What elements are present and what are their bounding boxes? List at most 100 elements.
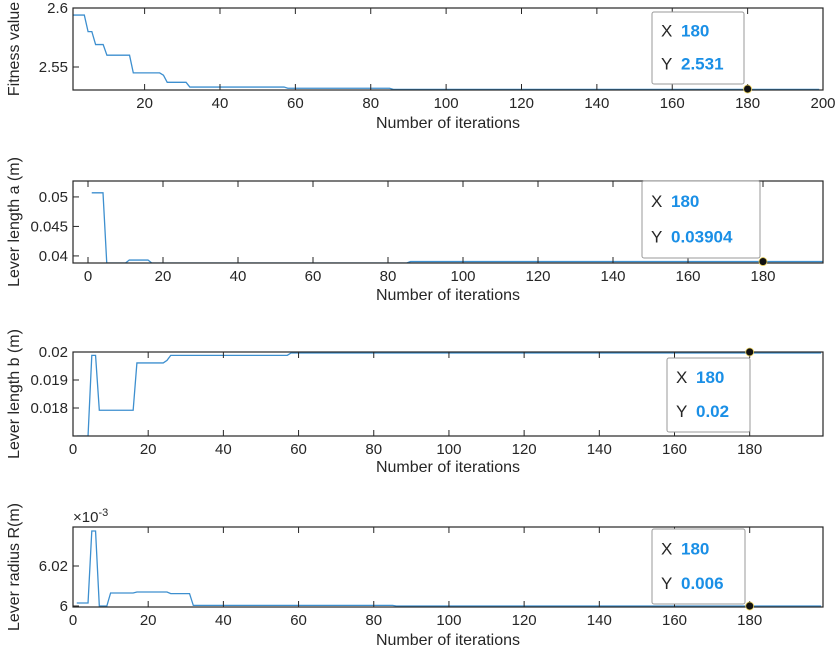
y-tick-label: 2.55 <box>39 59 68 76</box>
axes-box <box>72 351 824 437</box>
x-axis-label: Number of iterations <box>376 632 520 649</box>
subplot-4: 0 20 40 60 80 100 120 140 160 180 6 6.02 ×10-3 Number… <box>6 503 824 649</box>
x-tick-label: 120 <box>509 95 534 112</box>
x-tick-label: 20 <box>140 441 157 458</box>
x-tick-label: 20 <box>136 95 153 112</box>
x-tick-label: 100 <box>436 612 461 629</box>
x-tick-label: 200 <box>810 95 835 112</box>
x-tick-label: 100 <box>434 95 459 112</box>
x-tick-label: 0 <box>69 612 77 629</box>
datatip-x-label: X <box>661 540 672 559</box>
x-tick-label: 60 <box>290 441 307 458</box>
x-tick-label: 60 <box>305 268 322 285</box>
x-tick-label: 0 <box>69 441 77 458</box>
x-tick-label: 20 <box>155 268 172 285</box>
x-tick-label: 80 <box>365 612 382 629</box>
series-line <box>91 192 823 263</box>
datatip-y-value: 0.03904 <box>671 228 733 247</box>
datatip-marker[interactable] <box>758 257 768 266</box>
datatip-y-label: Y <box>676 402 687 421</box>
datatip[interactable]: X 180 Y 0.02 <box>666 357 751 433</box>
datatip-y-label: Y <box>661 55 672 74</box>
x-tick-label: 160 <box>662 441 687 458</box>
datatip[interactable]: X 180 Y 2.531 <box>651 11 745 85</box>
x-tick-label: 80 <box>365 441 382 458</box>
datatip-x-value: 180 <box>671 192 699 211</box>
x-tick-label: 120 <box>512 441 537 458</box>
x-tick-label: 140 <box>584 95 609 112</box>
y-axis-label: Lever length a (m) <box>6 157 23 287</box>
x-tick-label: 180 <box>750 268 775 285</box>
y-axis-label: Fitness value <box>6 2 23 96</box>
x-tick-label: 40 <box>215 441 232 458</box>
x-tick-label: 40 <box>215 612 232 629</box>
datatip-y-value: 0.02 <box>696 402 729 421</box>
x-tick-label: 160 <box>675 268 700 285</box>
x-tick-label: 20 <box>140 612 157 629</box>
x-tick-label: 140 <box>587 612 612 629</box>
x-tick-label: 100 <box>436 441 461 458</box>
axes-box <box>72 526 824 608</box>
axes-box <box>72 180 824 264</box>
series-line <box>76 530 822 607</box>
y-tick-label: 2.6 <box>47 0 68 17</box>
x-tick-label: 160 <box>660 95 685 112</box>
x-tick-label: 140 <box>587 441 612 458</box>
y-tick-label: 0.019 <box>30 372 68 389</box>
x-tick-label: 180 <box>737 441 762 458</box>
x-tick-label: 180 <box>737 612 762 629</box>
datatip-y-label: Y <box>651 228 662 247</box>
x-tick-label: 40 <box>212 95 229 112</box>
datatip-box <box>641 180 761 259</box>
y-tick-label: 0.05 <box>39 189 68 206</box>
datatip-marker[interactable] <box>745 601 755 611</box>
datatip[interactable]: X 180 Y 0.03904 <box>641 180 761 259</box>
datatip-x-label: X <box>676 368 687 387</box>
x-tick-label: 120 <box>512 612 537 629</box>
x-tick-label: 140 <box>600 268 625 285</box>
datatip-x-value: 180 <box>681 21 709 40</box>
datatip-x-value: 180 <box>681 540 709 559</box>
series-line <box>76 352 822 436</box>
x-tick-label: 160 <box>662 612 687 629</box>
subplot-3: 0 20 40 60 80 100 120 140 160 180 0.018 0.019 0.02 Nu… <box>6 329 824 476</box>
datatip-box <box>651 11 745 85</box>
datatip-x-value: 180 <box>696 368 724 387</box>
x-tick-label: 80 <box>380 268 397 285</box>
x-axis-label: Number of iterations <box>376 287 520 304</box>
x-tick-label: 120 <box>525 268 550 285</box>
subplot-2: 0 20 40 60 80 100 120 140 160 180 0.04 0.045 0.05 Num… <box>6 157 824 304</box>
y-tick-label: 0.04 <box>39 248 68 265</box>
y-tick-label: 6 <box>60 598 68 615</box>
exponent-label: ×10-3 <box>73 507 108 526</box>
x-axis-label: Number of iterations <box>376 459 520 476</box>
datatip-box <box>666 357 751 433</box>
datatip-x-label: X <box>651 192 662 211</box>
axes-box <box>72 7 824 91</box>
x-tick-label: 60 <box>287 95 304 112</box>
y-axis-label: Lever radius R(m) <box>6 503 23 631</box>
datatip-y-value: 0.006 <box>681 574 724 593</box>
y-tick-label: 6.02 <box>39 558 68 575</box>
datatip-box <box>651 528 746 605</box>
x-tick-label: 180 <box>735 95 760 112</box>
x-tick-label: 40 <box>230 268 247 285</box>
series-line <box>73 14 820 90</box>
x-tick-label: 80 <box>362 95 379 112</box>
datatip-y-label: Y <box>661 574 672 593</box>
datatip-x-label: X <box>661 21 672 40</box>
subplot-1: 20 40 60 80 100 120 140 160 180 200 2.55 2.6 Number … <box>6 0 836 132</box>
datatip-y-value: 2.531 <box>681 55 724 74</box>
x-tick-label: 60 <box>290 612 307 629</box>
x-tick-label: 100 <box>450 268 475 285</box>
datatip-marker[interactable] <box>745 347 755 357</box>
datatip-marker[interactable] <box>743 84 753 94</box>
y-tick-label: 0.045 <box>30 218 68 235</box>
y-axis-label: Lever length b (m) <box>6 329 23 459</box>
x-tick-label: 0 <box>84 268 92 285</box>
x-axis-label: Number of iterations <box>376 115 520 132</box>
y-tick-label: 0.018 <box>30 400 68 417</box>
y-tick-label: 0.02 <box>39 344 68 361</box>
datatip[interactable]: X 180 Y 0.006 <box>651 528 746 605</box>
